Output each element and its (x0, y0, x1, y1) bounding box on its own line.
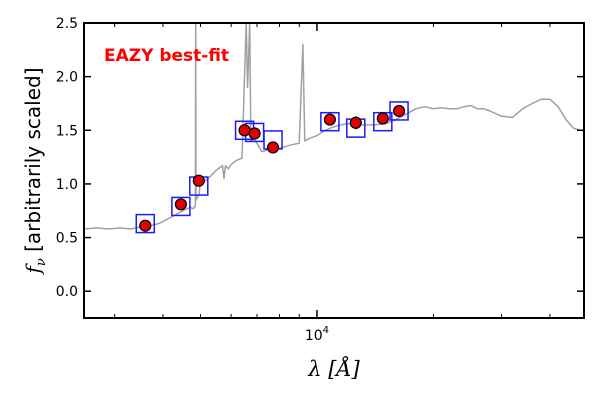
observed-point-5 (266, 141, 280, 154)
observed-point-2 (192, 174, 205, 187)
observed-point-3 (238, 124, 251, 137)
x-axis-label: λ [Å] (307, 356, 360, 381)
model-box-6 (320, 111, 340, 132)
annotation-eazy: EAZY best-fit (104, 46, 229, 66)
y-axis-label: fν [arbitrarily scaled] (21, 67, 49, 275)
ytick-label-2: 1.0 (56, 177, 78, 193)
plot-frame (83, 22, 585, 319)
model-box-9 (389, 101, 409, 121)
model-box-0 (135, 213, 156, 234)
observed-point-4 (248, 127, 261, 140)
template-spectrum-layer (84, 23, 581, 230)
observed-point-0 (139, 219, 152, 232)
observed-point-8 (376, 112, 389, 125)
ytick-label-4: 2.0 (56, 70, 78, 86)
observed-point-6 (323, 113, 336, 126)
ytick-label-5: 2.5 (56, 16, 78, 32)
ytick-label-0: 0.0 (56, 284, 78, 300)
model-box-layer (135, 101, 409, 234)
template-spectrum-line (84, 23, 581, 230)
observed-point-layer (139, 104, 406, 232)
observed-point-7 (349, 116, 362, 129)
ytick-label-3: 1.5 (56, 123, 78, 139)
tick-layer (84, 22, 584, 318)
model-box-1 (171, 196, 191, 217)
observed-point-1 (174, 198, 187, 211)
xtick-label-0: 104 (305, 325, 329, 344)
ytick-label-1: 0.5 (56, 231, 78, 247)
label-layer: 0.0 0.5 1.0 1.5 2.0 2.5 104 λ [Å] fν [arbitraril… (21, 16, 361, 381)
observed-point-9 (392, 104, 406, 118)
